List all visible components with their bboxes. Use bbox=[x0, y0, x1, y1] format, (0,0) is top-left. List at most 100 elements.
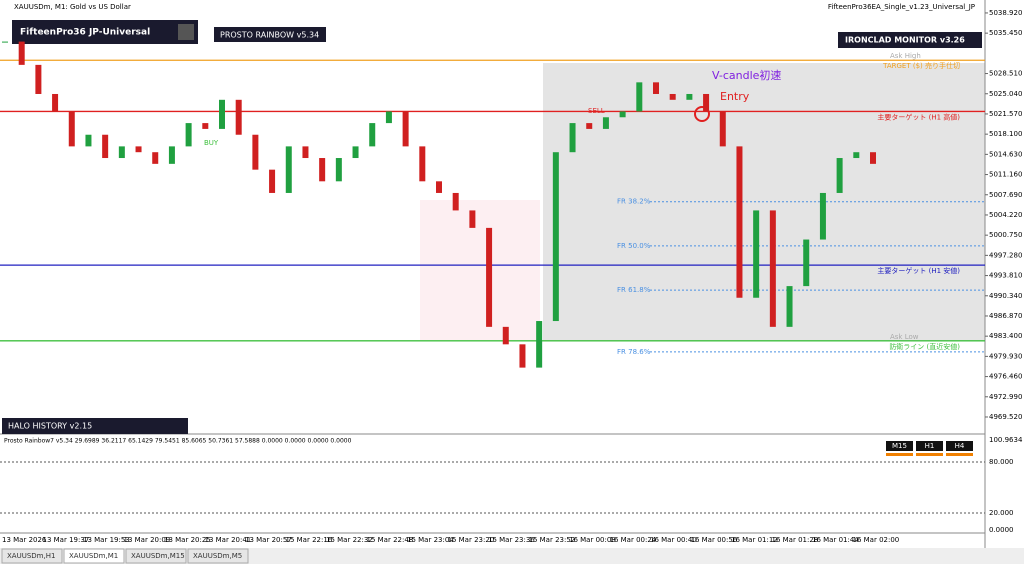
candle bbox=[419, 146, 426, 182]
x-tick-label: 16 Mar 00:56 bbox=[691, 536, 738, 544]
level-label: 主要ターゲット (H1 安値) bbox=[877, 266, 960, 275]
y-tick-label: 5004.220 bbox=[989, 211, 1022, 219]
x-tick-label: 13 Mar 20:25 bbox=[164, 536, 211, 544]
tf-underline bbox=[946, 453, 973, 456]
fib-label: FR 38.2% bbox=[617, 198, 651, 206]
y-tick-label: 5000.750 bbox=[989, 231, 1022, 239]
buy-label: BUY bbox=[204, 139, 219, 147]
candle bbox=[469, 210, 476, 228]
x-tick-label: 16 Mar 02:00 bbox=[853, 536, 900, 544]
tab[interactable] bbox=[187, 548, 249, 564]
fib-label: FR 50.0% bbox=[617, 242, 651, 250]
candle bbox=[619, 111, 626, 118]
candle bbox=[202, 123, 209, 129]
candle bbox=[85, 134, 92, 147]
osc-axis-label: 0.0000 bbox=[989, 526, 1014, 534]
y-tick-label: 5038.920 bbox=[989, 9, 1022, 17]
candle bbox=[536, 321, 543, 368]
ask-high: Ask High bbox=[890, 52, 921, 60]
y-tick-label: 4969.520 bbox=[989, 413, 1022, 421]
candle bbox=[669, 93, 676, 100]
candle bbox=[519, 344, 526, 368]
y-tick-label: 5035.450 bbox=[989, 29, 1022, 37]
monitor-panel[interactable] bbox=[838, 32, 982, 48]
symbol-title: XAUUSDm, M1: Gold vs US Dollar bbox=[14, 3, 131, 11]
candle bbox=[319, 158, 326, 182]
rainbow-title: PROSTO RAINBOW v5.34 bbox=[220, 31, 319, 40]
entry-label: Entry bbox=[720, 90, 750, 103]
dropdown[interactable] bbox=[178, 24, 194, 40]
y-tick-label: 4976.460 bbox=[989, 373, 1022, 381]
candle bbox=[452, 192, 459, 211]
x-tick-label: 15 Mar 22:48 bbox=[367, 536, 414, 544]
osc-axis-label: 80.000 bbox=[989, 458, 1014, 466]
x-tick-label: 15 Mar 23:52 bbox=[529, 536, 576, 544]
candle bbox=[569, 123, 576, 153]
tab-label: XAUUSDm,M5 bbox=[193, 552, 242, 560]
candle bbox=[753, 210, 760, 298]
level-label: TARGET ($) 売り手仕切 bbox=[882, 61, 960, 70]
tf-button-label: H4 bbox=[955, 442, 965, 450]
candle bbox=[135, 146, 142, 153]
monitor-title: IRONCLAD MONITOR v3.26 bbox=[845, 36, 965, 45]
candle bbox=[152, 152, 159, 164]
x-tick-label: 13 Mar 19:37 bbox=[43, 536, 90, 544]
candle bbox=[102, 134, 109, 159]
rainbow-panel[interactable] bbox=[214, 27, 326, 42]
candle bbox=[853, 152, 860, 159]
tab[interactable] bbox=[63, 548, 125, 564]
candle bbox=[52, 93, 59, 112]
candle bbox=[352, 146, 359, 159]
candle bbox=[653, 82, 659, 94]
y-tick-label: 5025.040 bbox=[989, 90, 1022, 98]
tf-button[interactable] bbox=[916, 441, 943, 451]
candle bbox=[769, 210, 776, 327]
candle bbox=[335, 158, 342, 182]
y-tick-label: 5007.690 bbox=[989, 191, 1022, 199]
fib-label: FR 61.8% bbox=[617, 286, 651, 294]
tf-button[interactable] bbox=[886, 441, 913, 451]
candle bbox=[2, 41, 8, 43]
x-tick-label: 13 Mar 20:57 bbox=[245, 536, 292, 544]
y-tick-label: 4972.990 bbox=[989, 393, 1022, 401]
x-tick-label: 16 Mar 01:28 bbox=[772, 536, 819, 544]
y-tick-label: 4983.400 bbox=[989, 332, 1022, 340]
candle bbox=[486, 227, 493, 327]
candle bbox=[35, 64, 42, 94]
candle bbox=[68, 111, 75, 147]
candle bbox=[252, 134, 259, 170]
y-tick-label: 5014.630 bbox=[989, 150, 1022, 158]
zone bbox=[420, 200, 540, 340]
x-tick-label: 15 Mar 22:32 bbox=[326, 536, 373, 544]
tab[interactable] bbox=[1, 548, 63, 564]
entry-circle bbox=[694, 106, 710, 122]
candle bbox=[168, 146, 175, 164]
ea-name: FifteenPro36EA_Single_v1.23_Universal_JP bbox=[828, 3, 975, 11]
y-tick-label: 5018.100 bbox=[989, 130, 1022, 138]
candle bbox=[552, 152, 559, 322]
candle bbox=[118, 146, 125, 159]
tab-label: XAUUSDm,M15 bbox=[131, 552, 185, 560]
tf-button[interactable] bbox=[946, 441, 973, 451]
candle bbox=[736, 146, 743, 298]
x-tick-label: 15 Mar 23:20 bbox=[448, 536, 495, 544]
candle bbox=[686, 93, 693, 100]
tab-label: XAUUSDm,H1 bbox=[7, 552, 55, 560]
candle bbox=[235, 99, 242, 135]
osc-axis-label: 20.000 bbox=[989, 509, 1014, 517]
tab[interactable] bbox=[125, 548, 187, 564]
candle bbox=[719, 111, 726, 147]
tab-label: XAUUSDm,M1 bbox=[69, 552, 118, 560]
candle bbox=[703, 93, 710, 112]
candle bbox=[302, 146, 309, 159]
x-tick-label: 16 Mar 00:24 bbox=[610, 536, 657, 544]
history-panel[interactable] bbox=[2, 418, 188, 434]
candle bbox=[219, 99, 225, 129]
candle bbox=[836, 158, 843, 193]
x-tick-label: 16 Mar 00:40 bbox=[650, 536, 697, 544]
osc-header: Prosto Rainbow7 v5.34 29.6989 36.2117 65… bbox=[4, 438, 352, 445]
main-panel[interactable] bbox=[12, 20, 198, 44]
vcandle-label: V-candle初速 bbox=[712, 68, 781, 82]
